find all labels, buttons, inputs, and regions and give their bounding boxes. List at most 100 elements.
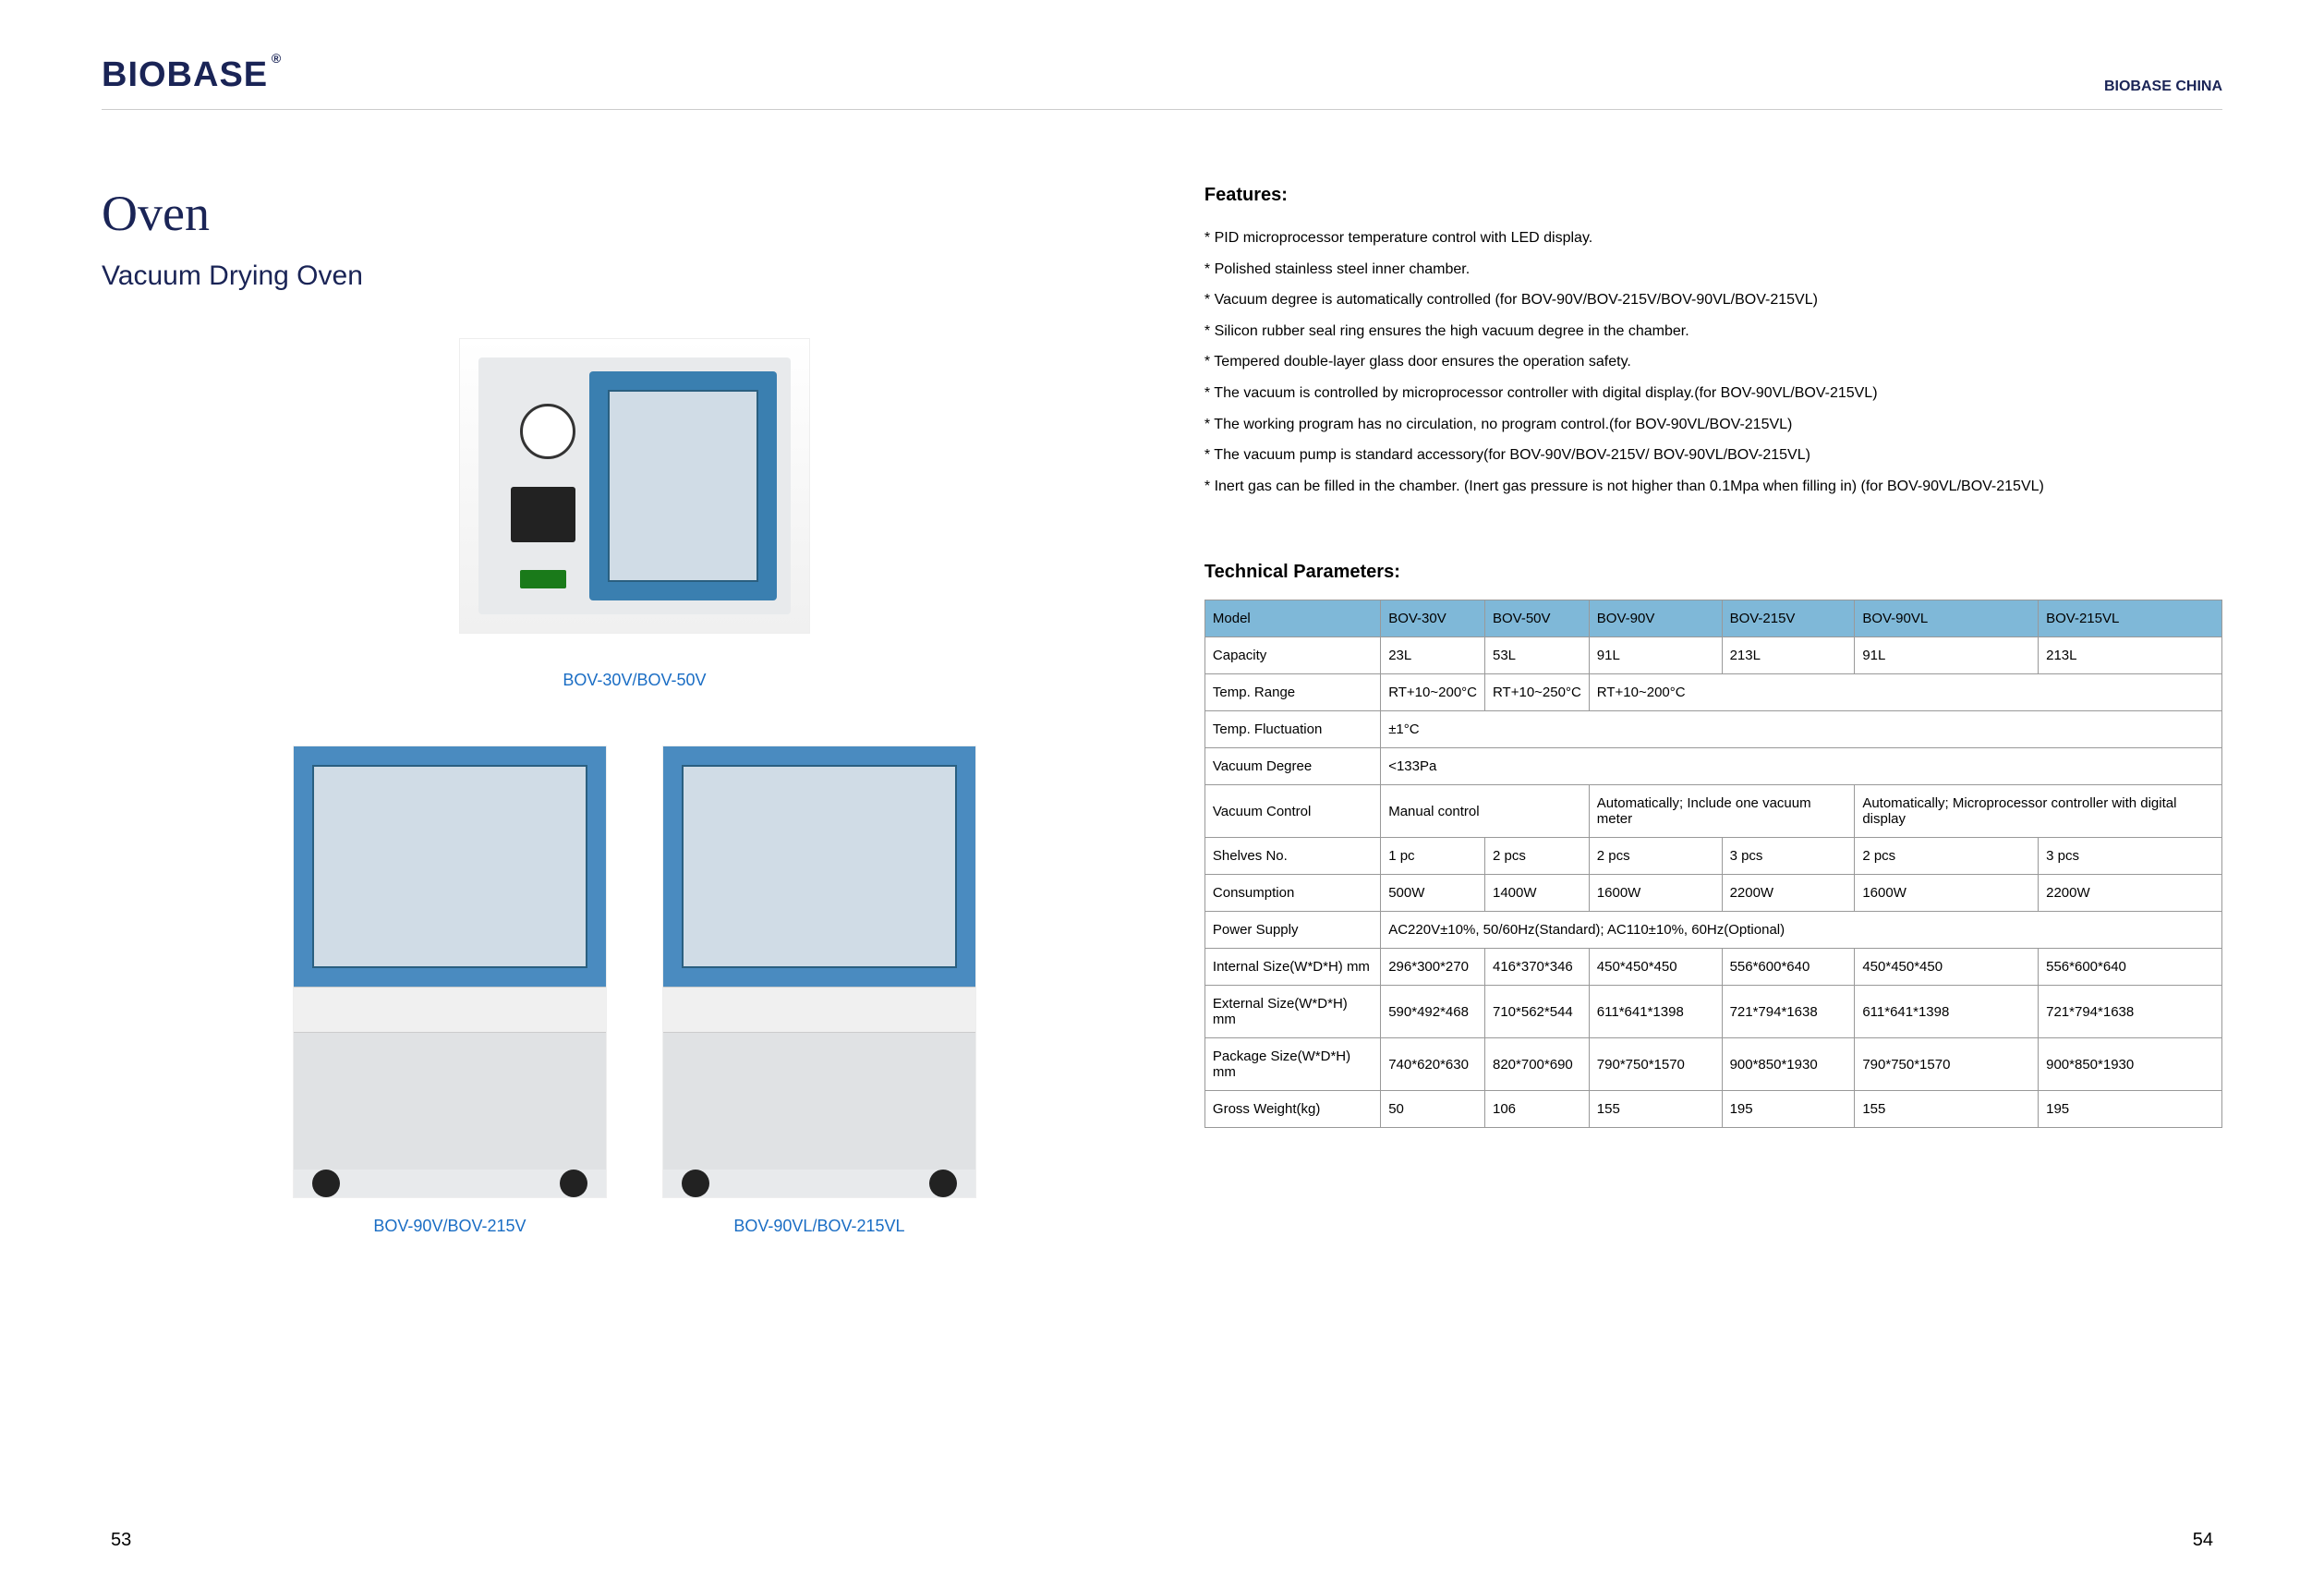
table-row: Gross Weight(kg)50106155195155195 bbox=[1204, 1091, 2221, 1128]
display-panel bbox=[511, 487, 575, 542]
table-header-cell: BOV-90V bbox=[1589, 600, 1722, 637]
table-cell: Automatically; Include one vacuum meter bbox=[1589, 785, 1855, 838]
table-cell: AC220V±10%, 50/60Hz(Standard); AC110±10%… bbox=[1381, 912, 2222, 949]
table-cell: 2200W bbox=[2039, 875, 2222, 912]
feature-item: Silicon rubber seal ring ensures the hig… bbox=[1204, 316, 2222, 347]
table-cell: 3 pcs bbox=[2039, 838, 2222, 875]
features-title: Features: bbox=[1204, 185, 2222, 206]
page-number-left: 53 bbox=[111, 1530, 131, 1551]
table-cell: 721*794*1638 bbox=[2039, 986, 2222, 1038]
page-title: Oven bbox=[102, 185, 1168, 242]
table-row: Consumption500W1400W1600W2200W1600W2200W bbox=[1204, 875, 2221, 912]
product-col-left: BOV-90V/BOV-215V bbox=[293, 746, 607, 1236]
table-cell: 1600W bbox=[1589, 875, 1722, 912]
table-header-row: ModelBOV-30VBOV-50VBOV-90VBOV-215VBOV-90… bbox=[1204, 600, 2221, 637]
feature-item: The vacuum pump is standard accessory(fo… bbox=[1204, 440, 2222, 471]
table-cell: 106 bbox=[1485, 1091, 1590, 1128]
table-cell: 3 pcs bbox=[1722, 838, 1855, 875]
wheel-icon bbox=[560, 1170, 587, 1197]
content: Oven Vacuum Drying Oven BOV-30V/BOV-50V bbox=[102, 185, 2222, 1236]
oven-top bbox=[294, 746, 606, 987]
table-cell: 213L bbox=[2039, 637, 2222, 674]
row-label: Temp. Fluctuation bbox=[1204, 711, 1380, 748]
tech-params: Technical Parameters: ModelBOV-30VBOV-50… bbox=[1204, 562, 2222, 1128]
subtitle: Vacuum Drying Oven bbox=[102, 261, 1168, 292]
oven-window bbox=[589, 371, 777, 600]
logo-reg: ® bbox=[272, 51, 282, 66]
table-header-cell: BOV-50V bbox=[1485, 600, 1590, 637]
table-cell: ±1°C bbox=[1381, 711, 2222, 748]
table-cell: 790*750*1570 bbox=[1589, 1038, 1722, 1091]
row-label: Vacuum Degree bbox=[1204, 748, 1380, 785]
table-cell: 450*450*450 bbox=[1855, 949, 2039, 986]
table-cell: 195 bbox=[2039, 1091, 2222, 1128]
table-row: Capacity23L53L91L213L91L213L bbox=[1204, 637, 2221, 674]
feature-item: PID microprocessor temperature control w… bbox=[1204, 223, 2222, 254]
table-cell: 740*620*630 bbox=[1381, 1038, 1485, 1091]
caption-bottom-right: BOV-90VL/BOV-215VL bbox=[733, 1217, 904, 1236]
feature-item: The working program has no circulation, … bbox=[1204, 409, 2222, 441]
table-cell: 2 pcs bbox=[1589, 838, 1722, 875]
table-cell: 195 bbox=[1722, 1091, 1855, 1128]
left-column: Oven Vacuum Drying Oven BOV-30V/BOV-50V bbox=[102, 185, 1204, 1236]
oven-top bbox=[663, 746, 975, 987]
table-row: Temp. Fluctuation±1°C bbox=[1204, 711, 2221, 748]
table-row: Temp. RangeRT+10~200°CRT+10~250°CRT+10~2… bbox=[1204, 674, 2221, 711]
row-label: Package Size(W*D*H) mm bbox=[1204, 1038, 1380, 1091]
table-cell: 556*600*640 bbox=[2039, 949, 2222, 986]
feature-item: The vacuum is controlled by microprocess… bbox=[1204, 378, 2222, 409]
table-row: Vacuum Degree<133Pa bbox=[1204, 748, 2221, 785]
feature-item: Inert gas can be filled in the chamber. … bbox=[1204, 471, 2222, 503]
right-column: Features: PID microprocessor temperature… bbox=[1204, 185, 2222, 1236]
table-cell: 155 bbox=[1589, 1091, 1722, 1128]
page-header: BIOBASE® BIOBASE CHINA bbox=[102, 55, 2222, 110]
table-header-cell: BOV-90VL bbox=[1855, 600, 2039, 637]
control-panel bbox=[663, 987, 975, 1033]
table-row: Power SupplyAC220V±10%, 50/60Hz(Standard… bbox=[1204, 912, 2221, 949]
table-cell: Manual control bbox=[1381, 785, 1590, 838]
table-cell: 611*641*1398 bbox=[1855, 986, 2039, 1038]
table-cell: RT+10~200°C bbox=[1381, 674, 1485, 711]
row-label: Shelves No. bbox=[1204, 838, 1380, 875]
table-cell: RT+10~250°C bbox=[1485, 674, 1590, 711]
oven-body-large bbox=[663, 746, 975, 1197]
tech-title: Technical Parameters: bbox=[1204, 562, 2222, 583]
control-panel bbox=[294, 987, 606, 1033]
row-label: External Size(W*D*H) mm bbox=[1204, 986, 1380, 1038]
table-row: Vacuum ControlManual controlAutomaticall… bbox=[1204, 785, 2221, 838]
row-label: Vacuum Control bbox=[1204, 785, 1380, 838]
feature-item: Vacuum degree is automatically controlle… bbox=[1204, 285, 2222, 316]
table-cell: 1400W bbox=[1485, 875, 1590, 912]
row-label: Temp. Range bbox=[1204, 674, 1380, 711]
table-cell: 556*600*640 bbox=[1722, 949, 1855, 986]
row-label: Power Supply bbox=[1204, 912, 1380, 949]
table-cell: 1 pc bbox=[1381, 838, 1485, 875]
feature-item: Tempered double-layer glass door ensures… bbox=[1204, 346, 2222, 378]
oven-glass bbox=[608, 390, 758, 582]
table-cell: 721*794*1638 bbox=[1722, 986, 1855, 1038]
caption-top: BOV-30V/BOV-50V bbox=[563, 671, 706, 690]
feature-item: Polished stainless steel inner chamber. bbox=[1204, 254, 2222, 285]
table-cell: Automatically; Microprocessor controller… bbox=[1855, 785, 2222, 838]
table-header-cell: BOV-215V bbox=[1722, 600, 1855, 637]
oven-base bbox=[294, 1033, 606, 1170]
table-cell: 1600W bbox=[1855, 875, 2039, 912]
features-list: PID microprocessor temperature control w… bbox=[1204, 223, 2222, 502]
row-label: Gross Weight(kg) bbox=[1204, 1091, 1380, 1128]
table-cell: 590*492*468 bbox=[1381, 986, 1485, 1038]
table-cell: 296*300*270 bbox=[1381, 949, 1485, 986]
oven-base bbox=[663, 1033, 975, 1170]
table-cell: 900*850*1930 bbox=[1722, 1038, 1855, 1091]
logo: BIOBASE® bbox=[102, 55, 268, 95]
wheel-icon bbox=[682, 1170, 709, 1197]
logo-text: BIOBASE bbox=[102, 55, 268, 94]
table-cell: 611*641*1398 bbox=[1589, 986, 1722, 1038]
product-image-large-right bbox=[662, 746, 976, 1198]
table-cell: 50 bbox=[1381, 1091, 1485, 1128]
row-label: Consumption bbox=[1204, 875, 1380, 912]
product-top: BOV-30V/BOV-50V bbox=[102, 338, 1168, 690]
table-cell: 450*450*450 bbox=[1589, 949, 1722, 986]
wheel-icon bbox=[312, 1170, 340, 1197]
table-header-cell: Model bbox=[1204, 600, 1380, 637]
oven-body-large bbox=[294, 746, 606, 1197]
